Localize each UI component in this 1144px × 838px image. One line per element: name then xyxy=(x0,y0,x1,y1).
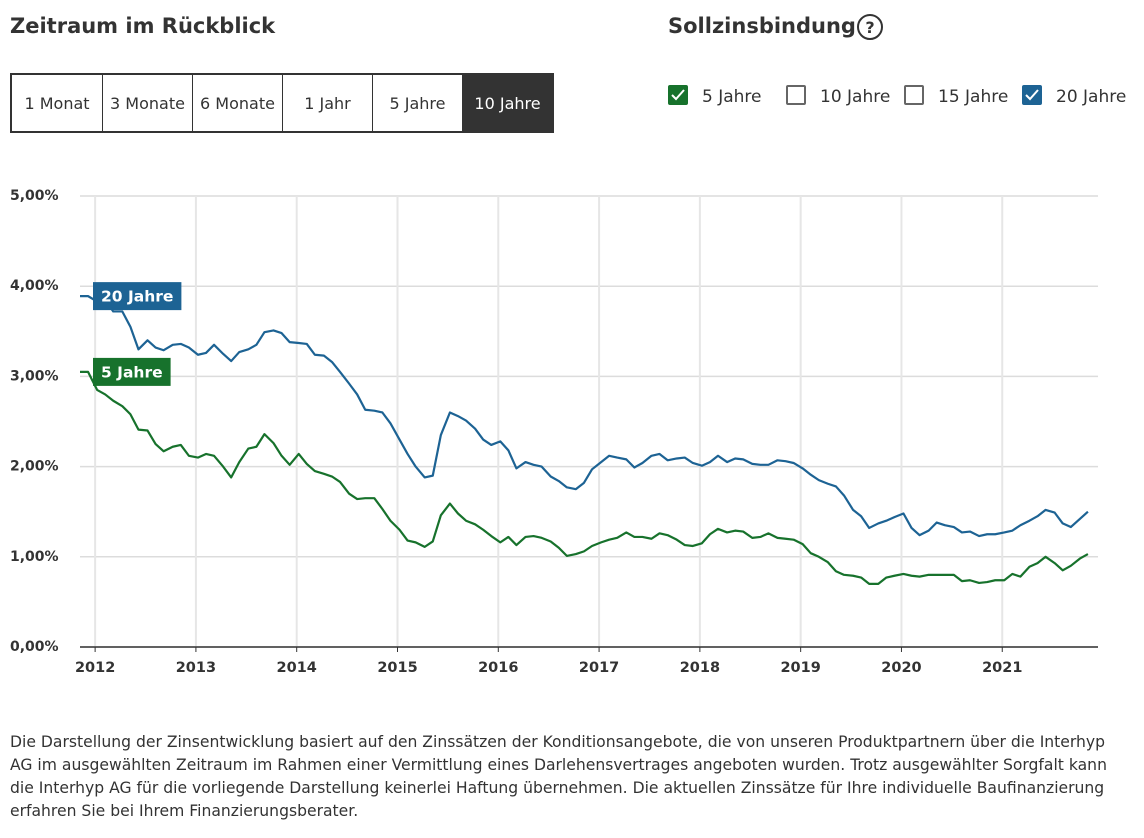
check-mark xyxy=(1025,89,1039,101)
x-tick-label: 2018 xyxy=(680,660,720,676)
checkbox-box[interactable] xyxy=(668,85,688,105)
period-title: Zeitraum im Rückblick xyxy=(10,14,276,38)
period-button[interactable]: 10 Jahre xyxy=(462,75,552,131)
period-button[interactable]: 1 Monat xyxy=(12,75,102,131)
x-tick-label: 2014 xyxy=(277,660,317,676)
series-label-box xyxy=(93,357,171,386)
y-tick-label: 2,00% xyxy=(10,459,59,475)
x-tick-label: 2021 xyxy=(982,660,1022,676)
series-label-text: 20 Jahre xyxy=(101,288,173,306)
checkbox-label[interactable]: 5 Jahre xyxy=(702,87,762,107)
series-label: 20 Jahre xyxy=(93,282,182,311)
rate-period-checkbox[interactable]: 10 Jahre xyxy=(786,85,891,107)
y-tick-label: 0,00% xyxy=(10,639,59,655)
rate-period-title: Sollzinsbindung xyxy=(668,14,856,38)
y-tick-label: 5,00% xyxy=(10,188,59,204)
rate-period-checkbox[interactable]: 15 Jahre xyxy=(904,85,1009,107)
x-tick-label: 2015 xyxy=(377,660,417,676)
checkbox-label[interactable]: 10 Jahre xyxy=(820,87,891,107)
rate-period-checkbox[interactable]: 20 Jahre xyxy=(1022,85,1127,107)
x-tick-label: 2016 xyxy=(478,660,518,676)
footnote: Die Darstellung der Zinsentwicklung basi… xyxy=(10,733,1107,820)
checkbox-label[interactable]: 15 Jahre xyxy=(938,87,1009,107)
x-tick-label: 2020 xyxy=(881,660,921,676)
help-icon[interactable]: ? xyxy=(857,14,883,40)
series-line xyxy=(80,370,1089,585)
series-line xyxy=(80,295,1089,538)
period-button[interactable]: 5 Jahre xyxy=(372,75,462,131)
chart: 0,00% 1,00% 2,00% 3,00% 4,00% 5,00% 2012 2013 20… xyxy=(10,188,1098,676)
checkbox-label[interactable]: 20 Jahre xyxy=(1056,87,1127,107)
x-tick-label: 2012 xyxy=(75,660,115,676)
series-label-box xyxy=(93,282,182,311)
checkbox-box[interactable] xyxy=(786,85,806,105)
checkbox-box[interactable] xyxy=(904,85,924,105)
period-button[interactable]: 3 Monate xyxy=(102,75,192,131)
period-button[interactable]: 1 Jahr xyxy=(282,75,372,131)
x-tick-label: 2019 xyxy=(780,660,820,676)
x-tick-label: 2013 xyxy=(176,660,216,676)
y-tick-label: 1,00% xyxy=(10,549,59,565)
series-label: 5 Jahre xyxy=(93,357,171,386)
check-mark xyxy=(671,89,685,101)
rate-period-checkbox[interactable]: 5 Jahre xyxy=(668,85,762,107)
y-tick-label: 4,00% xyxy=(10,278,59,294)
x-tick-label: 2017 xyxy=(579,660,619,676)
period-selector: 1 Monat 3 Monate 6 Monate 1 Jahr 5 Jahre 10 J… xyxy=(10,73,554,133)
checkbox-box[interactable] xyxy=(1022,85,1042,105)
y-tick-label: 3,00% xyxy=(10,368,59,384)
series-label-text: 5 Jahre xyxy=(101,363,163,381)
period-button[interactable]: 6 Monate xyxy=(192,75,282,131)
